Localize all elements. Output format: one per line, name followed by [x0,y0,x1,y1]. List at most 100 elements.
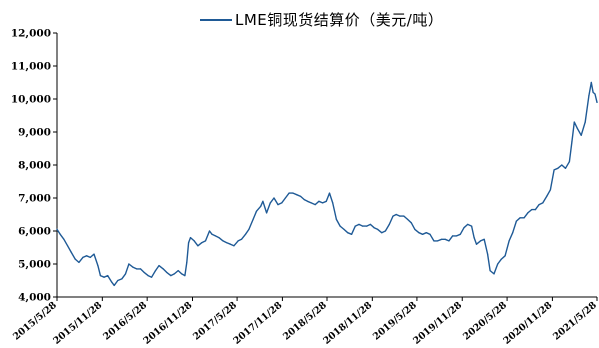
data-point [252,218,254,220]
data-point [325,200,327,202]
data-point [89,256,91,258]
data-point [314,204,316,206]
data-point [143,271,145,273]
data-point [288,192,290,194]
data-point [260,205,262,207]
data-point [208,230,211,232]
data-point [395,213,397,216]
data-point [508,240,510,242]
x-tick-label: 2015/5/28 [11,300,59,343]
data-point [136,268,138,270]
data-point [173,273,175,275]
data-point [277,204,279,206]
data-point [576,128,579,130]
data-point [388,223,390,225]
data-point [56,228,58,230]
data-point [542,202,544,204]
data-point [444,238,446,240]
data-point [273,197,275,199]
data-point [493,273,495,275]
x-tick-label: 2015/11/28 [51,300,104,344]
data-point [553,169,555,171]
x-tick-label: 2016/5/28 [101,300,149,343]
data-point [351,233,353,235]
data-point [281,202,283,204]
data-point [527,212,529,214]
data-point [177,270,179,272]
data-point [310,202,312,204]
x-tick-label: 2020/5/28 [461,300,509,343]
data-point [229,243,231,245]
y-tick-label: 12,000 [11,28,51,40]
data-point [154,270,157,272]
data-point [117,279,119,282]
data-point [67,245,69,247]
data-point [244,233,247,235]
data-point [318,200,320,202]
data-point [497,263,499,265]
data-point [479,240,482,242]
y-tick-label: 7,000 [18,193,51,205]
series-line [56,81,598,287]
x-axis: 2015/5/282015/11/282016/5/282016/11/2820… [11,296,599,347]
data-point [124,273,127,275]
data-point [358,223,360,225]
data-point [573,121,575,123]
data-point [557,167,559,169]
data-point [97,265,99,267]
data-point [166,271,168,273]
data-point [237,240,239,242]
data-point [93,253,95,255]
data-point [594,93,596,95]
data-point [300,195,302,197]
data-point [70,251,72,253]
data-point [429,233,431,235]
data-point [162,268,164,270]
data-point [292,192,294,194]
data-point [211,233,213,235]
data-point [184,275,186,277]
data-point [284,197,286,199]
data-point [500,258,502,260]
x-tick-label: 2019/5/28 [371,300,419,343]
data-point [437,240,439,242]
data-point [512,232,514,234]
data-point [103,276,105,278]
data-point [403,215,405,217]
data-point [78,261,80,263]
data-point [418,232,420,234]
data-point [489,270,491,272]
data-point [63,238,65,240]
data-point [181,273,183,275]
data-point [343,228,345,230]
data-point [596,101,598,103]
data-point [147,275,149,277]
data-point [222,240,224,242]
y-tick-label: 4,000 [18,292,51,304]
data-point [82,256,84,258]
data-point [99,275,101,277]
data-point [197,245,199,247]
data-point [515,220,518,222]
data-point [448,240,450,242]
data-point [132,266,134,268]
data-point [218,237,220,239]
x-tick-label: 2017/11/28 [231,300,284,344]
data-point [549,189,552,191]
legend: LME铜现货结算价（美元/吨） [200,11,443,29]
y-axis: 4,000 5,000 6,000 7,000 8,000 9,000 10,000 11,0… [11,28,58,304]
x-tick-label: 2018/5/28 [281,300,329,343]
data-point [296,194,298,196]
data-point [483,238,485,240]
data-point [204,240,207,242]
data-point [523,217,525,219]
data-point [407,218,409,220]
data-point [306,200,309,202]
data-point [410,222,412,224]
x-tick-label: 2017/5/28 [191,300,239,343]
data-point [504,255,506,257]
data-point [269,202,271,204]
data-point [433,240,435,242]
